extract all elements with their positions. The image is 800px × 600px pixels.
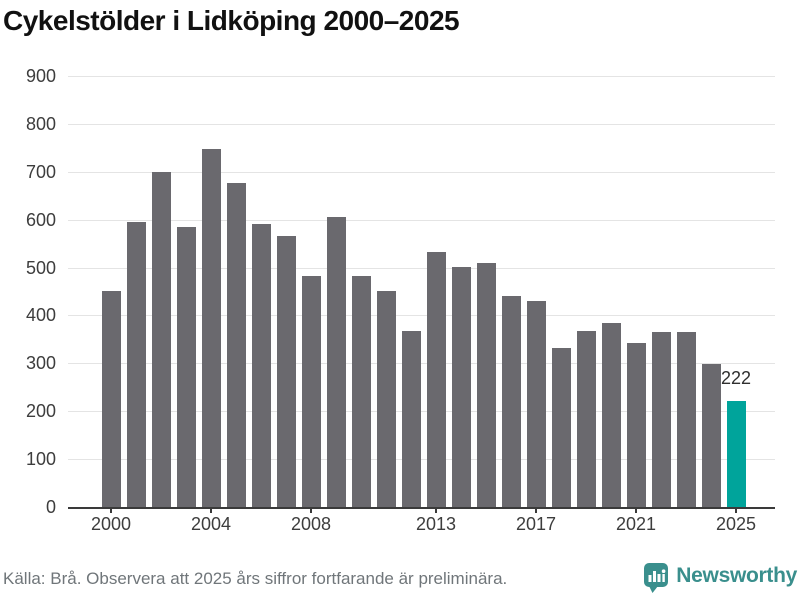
- x-axis: 2000 2004 2008 2013 2017 2021 2025: [68, 514, 775, 538]
- bar-2005[interactable]: [226, 183, 246, 507]
- x-axis-label-2008: 2008: [290, 514, 332, 534]
- gridline-400: [68, 315, 775, 317]
- bar-2000[interactable]: [101, 290, 121, 507]
- y-axis-label-400: 400: [25, 305, 56, 326]
- x-axis-label-2000: 2000: [90, 514, 132, 534]
- bar-2008[interactable]: [301, 275, 321, 507]
- gridline-700: [68, 171, 775, 173]
- x-tick-2000: [110, 507, 112, 513]
- bar-2020[interactable]: [601, 322, 621, 507]
- bar-2007[interactable]: [276, 236, 296, 507]
- y-axis-label-300: 300: [25, 353, 56, 374]
- x-axis-label-2017: 2017: [515, 514, 557, 534]
- chart-title: Cykelstölder i Lidköping 2000–2025: [3, 5, 460, 36]
- y-axis-label-700: 700: [25, 161, 56, 182]
- bar-2022[interactable]: [651, 331, 671, 507]
- y-axis-label-900: 900: [25, 66, 56, 86]
- bar-2001[interactable]: [126, 222, 146, 507]
- gridline-100: [68, 459, 775, 461]
- bar-2013[interactable]: [426, 251, 446, 507]
- newsworthy-brand-link[interactable]: Newsworthy: [643, 562, 797, 600]
- bar-2018[interactable]: [551, 348, 571, 507]
- bar-2006[interactable]: [251, 224, 271, 507]
- gridline-600: [68, 219, 775, 221]
- bar-2016[interactable]: [501, 295, 521, 507]
- y-axis-label-0: 0: [45, 497, 56, 517]
- y-axis-label-200: 200: [25, 401, 56, 422]
- y-axis-label-500: 500: [25, 257, 56, 278]
- value-label-2025: 222: [720, 367, 752, 388]
- gridline-900: [68, 76, 775, 77]
- newsworthy-wordmark: Newsworthy: [676, 564, 797, 587]
- plot-area: 222: [68, 76, 775, 513]
- source-note: Källa: Brå. Observera att 2025 års siffr…: [3, 569, 508, 588]
- bar-2004[interactable]: [201, 148, 221, 507]
- bar-2015[interactable]: [476, 262, 496, 507]
- bar-2021[interactable]: [626, 342, 646, 507]
- x-tick-2017: [535, 507, 537, 513]
- y-axis-label-800: 800: [25, 113, 56, 134]
- x-axis-label-2021: 2021: [615, 514, 657, 534]
- y-axis-label-600: 600: [25, 209, 56, 230]
- bar-2010[interactable]: [351, 275, 371, 507]
- x-tick-2021: [635, 507, 637, 513]
- bar-2003[interactable]: [176, 226, 196, 507]
- gridline-200: [68, 411, 775, 413]
- gridline-800: [68, 123, 775, 125]
- x-tick-2025: [735, 507, 737, 513]
- y-axis: 0 100 200 300 400 500 600 700 800 900: [0, 66, 56, 517]
- x-axis-label-2004: 2004: [190, 514, 232, 534]
- bar-2019[interactable]: [576, 331, 596, 507]
- x-tick-2004: [210, 507, 212, 513]
- y-axis-label-100: 100: [25, 449, 56, 470]
- x-axis-label-2025: 2025: [715, 514, 757, 534]
- newsworthy-logo-icon: [643, 562, 669, 600]
- x-tick-2013: [435, 507, 437, 513]
- bar-2012[interactable]: [401, 331, 421, 507]
- bar-2009[interactable]: [326, 217, 346, 507]
- x-axis-label-2013: 2013: [415, 514, 457, 534]
- bar-2025[interactable]: [726, 400, 746, 507]
- x-tick-2008: [310, 507, 312, 513]
- bar-2023[interactable]: [676, 331, 696, 507]
- bar-2002[interactable]: [151, 171, 171, 507]
- bar-2017[interactable]: [526, 301, 546, 507]
- bar-2011[interactable]: [376, 290, 396, 507]
- bar-2024[interactable]: [701, 364, 721, 507]
- gridline-500: [68, 267, 775, 269]
- gridline-300: [68, 363, 775, 365]
- bar-2014[interactable]: [451, 266, 471, 507]
